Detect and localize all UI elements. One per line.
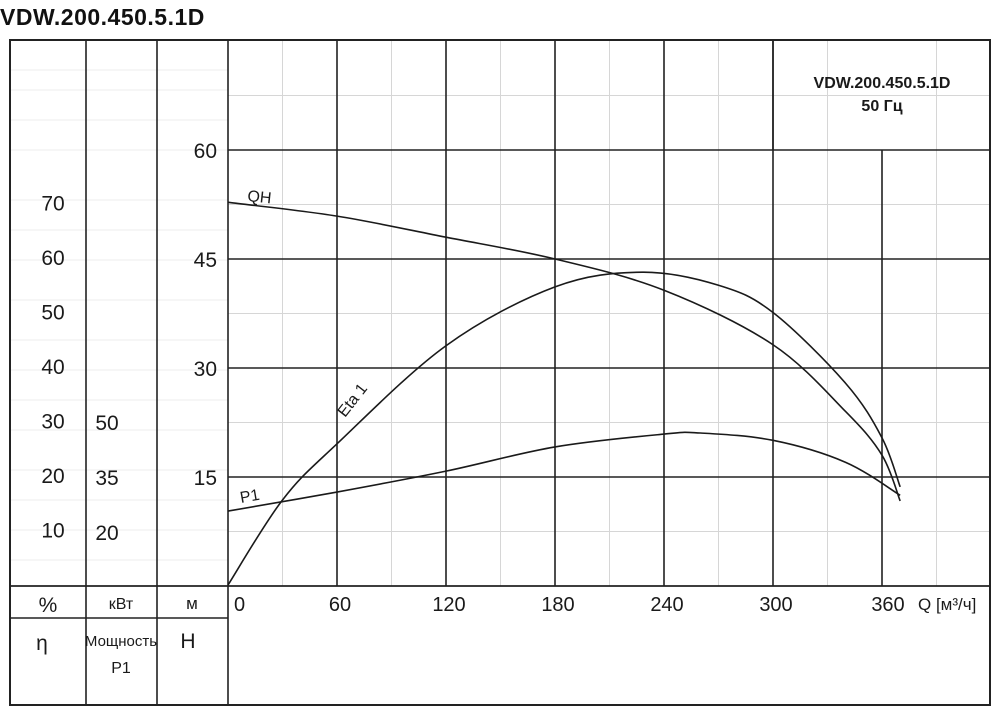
- head-tick-label: 30: [194, 358, 217, 381]
- x-tick-label: 60: [329, 594, 351, 616]
- curve-p1: [227, 431, 901, 512]
- head-tick-label: 60: [194, 140, 217, 163]
- x-tick-label: 360: [871, 594, 904, 616]
- major-grid: [228, 40, 990, 586]
- eta-tick-label: 40: [41, 356, 64, 379]
- curves: [227, 201, 901, 586]
- legend-model: VDW.200.450.5.1D: [814, 75, 951, 92]
- x-tick-label: 0: [234, 594, 245, 616]
- eta-tick-label: 30: [41, 411, 64, 434]
- chart-frame: [9, 39, 991, 706]
- power-symbol: Мощность: [85, 633, 157, 650]
- minor-grid: [10, 40, 990, 586]
- legend-frequency: 50 Гц: [861, 98, 902, 115]
- power-unit: кВт: [109, 596, 134, 613]
- power-tick-label: 50: [95, 412, 118, 435]
- series-label: P1: [239, 487, 261, 507]
- x-tick-label: 120: [432, 594, 465, 616]
- eta-tick-label: 20: [41, 465, 64, 488]
- power-symbol-p1: P1: [111, 660, 131, 677]
- x-tick-label: 240: [650, 594, 683, 616]
- series-label: QH: [247, 188, 273, 207]
- eta-tick-label: 10: [41, 520, 64, 543]
- eta-tick-label: 50: [41, 302, 64, 325]
- power-tick-label: 20: [95, 522, 118, 545]
- eta-unit: %: [39, 594, 58, 617]
- curve-qh: [227, 201, 901, 502]
- eta-tick-label: 70: [41, 193, 64, 216]
- x-axis-label: Q [м³/ч]: [918, 595, 976, 614]
- x-tick-label: 300: [759, 594, 792, 616]
- x-tick-label: 180: [541, 594, 574, 616]
- labels: 0 60 120 180 240 300 360 70 60 50 40 30 20 10 50 35 20 60…: [41, 140, 904, 616]
- head-tick-label: 15: [194, 467, 217, 490]
- series-label: Eta 1: [335, 380, 371, 420]
- eta-symbol: η: [36, 632, 48, 655]
- head-unit: м: [186, 594, 198, 613]
- head-symbol: H: [180, 630, 195, 653]
- page-title: VDW.200.450.5.1D: [0, 4, 205, 30]
- eta-tick-label: 60: [41, 247, 64, 270]
- power-tick-label: 35: [95, 467, 118, 490]
- curve-eta-1: [227, 271, 901, 586]
- head-tick-label: 45: [194, 249, 217, 272]
- outer-border: [9, 39, 991, 706]
